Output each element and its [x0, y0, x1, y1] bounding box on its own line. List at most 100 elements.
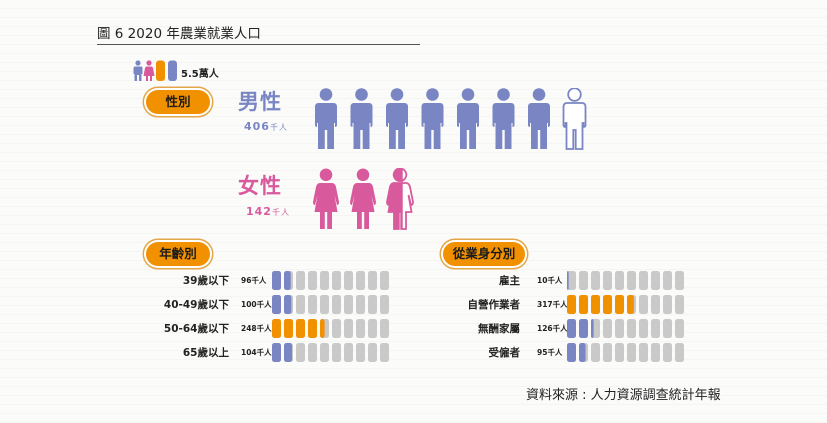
age-row-cells [272, 343, 389, 362]
empty-cell [603, 319, 612, 338]
status-row-cells [567, 343, 684, 362]
empty-cell [651, 295, 660, 314]
male-pictogram [315, 88, 587, 150]
empty-cell [368, 343, 377, 362]
status-row-value-unit: 千人 [552, 324, 568, 333]
empty-cell [603, 271, 612, 290]
female-value-unit: 千人 [271, 208, 290, 217]
legend-icons [133, 60, 177, 81]
empty-cell [356, 295, 365, 314]
empty-cell [344, 343, 353, 362]
empty-cell [639, 343, 648, 362]
filled-cell [579, 343, 586, 362]
empty-cell [627, 319, 636, 338]
chart-title: 圖 6 2020 年農業就業人口 [97, 26, 261, 42]
status-row-label: 雇主 [499, 275, 520, 287]
male-person-icon [350, 88, 373, 149]
filled-cell [615, 295, 624, 314]
filled-cell [308, 319, 317, 338]
empty-cell [320, 271, 329, 290]
status-row-label: 自營作業者 [467, 299, 521, 311]
empty-cell [356, 319, 365, 338]
male-value-unit: 千人 [269, 123, 288, 132]
age-row-value-unit: 千人 [251, 276, 267, 285]
status-row-value-unit: 千人 [547, 348, 563, 357]
age-row-value: 104千人 [241, 347, 272, 358]
gender-section-pill: 性別 [146, 90, 210, 114]
female-person-icon [350, 168, 376, 229]
filled-cell [567, 295, 576, 314]
male-value-number: 406 [244, 120, 270, 133]
filled-cell [579, 295, 588, 314]
status-row-value: 10千人 [537, 275, 562, 286]
status-row-cells [567, 271, 684, 290]
empty-cell [380, 343, 389, 362]
status-row-value: 126千人 [537, 323, 568, 334]
empty-cell [356, 343, 365, 362]
empty-cell [344, 319, 353, 338]
age-row-value-unit: 千人 [256, 348, 272, 357]
filled-cell [296, 319, 305, 338]
age-row-cells [272, 271, 389, 290]
empty-cell [332, 343, 341, 362]
filled-cell [603, 295, 612, 314]
female-value-number: 142 [246, 205, 272, 218]
filled-cell [284, 295, 292, 314]
age-row-value-number: 104 [241, 348, 257, 357]
empty-cell [663, 319, 672, 338]
empty-cell [356, 271, 365, 290]
age-row-label: 39歲以下 [182, 275, 229, 287]
empty-cell [368, 295, 377, 314]
filled-cell [272, 271, 281, 290]
status-row-value-number: 126 [537, 324, 553, 333]
empty-cell [380, 295, 389, 314]
status-section-pill: 從業身分別 [443, 242, 525, 266]
legend-female-icon [143, 60, 155, 81]
age-row-value: 100千人 [241, 299, 272, 310]
empty-cell [308, 271, 317, 290]
filled-cell [591, 295, 600, 314]
male-person-icon [457, 88, 479, 149]
filled-cell [272, 295, 281, 314]
empty-cell [663, 343, 672, 362]
empty-cell [332, 271, 341, 290]
status-row-value: 95千人 [537, 347, 562, 358]
empty-cell [675, 319, 684, 338]
filled-cell [579, 319, 588, 338]
empty-cell [332, 295, 341, 314]
filled-cell [627, 295, 634, 314]
status-row-label: 受僱者 [488, 347, 521, 359]
status-row-value: 317千人 [537, 299, 568, 310]
age-row-label: 40-49歲以下 [163, 299, 229, 311]
age-row-value-unit: 千人 [256, 324, 272, 333]
empty-cell [675, 295, 684, 314]
empty-cell [675, 343, 684, 362]
empty-cell [591, 271, 600, 290]
legend-orange-cell-icon [156, 60, 165, 81]
status-row-label: 無酬家屬 [478, 323, 520, 335]
empty-cell [380, 319, 389, 338]
male-person-icon [315, 88, 337, 149]
female-value: 142千人 [246, 205, 290, 218]
empty-cell [627, 343, 636, 362]
empty-cell [651, 271, 660, 290]
empty-cell [320, 343, 329, 362]
age-row-value-unit: 千人 [256, 300, 272, 309]
filled-cell [567, 271, 569, 290]
filled-cell [567, 319, 576, 338]
empty-cell [627, 271, 636, 290]
empty-cell [567, 271, 576, 290]
age-row-value-number: 96 [241, 276, 252, 285]
male-person-icon [528, 88, 550, 149]
age-row-label: 65歲以上 [182, 347, 229, 359]
status-row-value-number: 10 [537, 276, 548, 285]
age-row-value-number: 100 [241, 300, 257, 309]
legend-blue-cell-icon [168, 60, 177, 81]
age-row-value: 248千人 [241, 323, 272, 334]
empty-cell [663, 271, 672, 290]
male-person-icon [492, 88, 515, 149]
empty-cell [332, 319, 341, 338]
empty-cell [344, 295, 353, 314]
status-row-value-unit: 千人 [552, 300, 568, 309]
age-row-cells [272, 295, 389, 314]
